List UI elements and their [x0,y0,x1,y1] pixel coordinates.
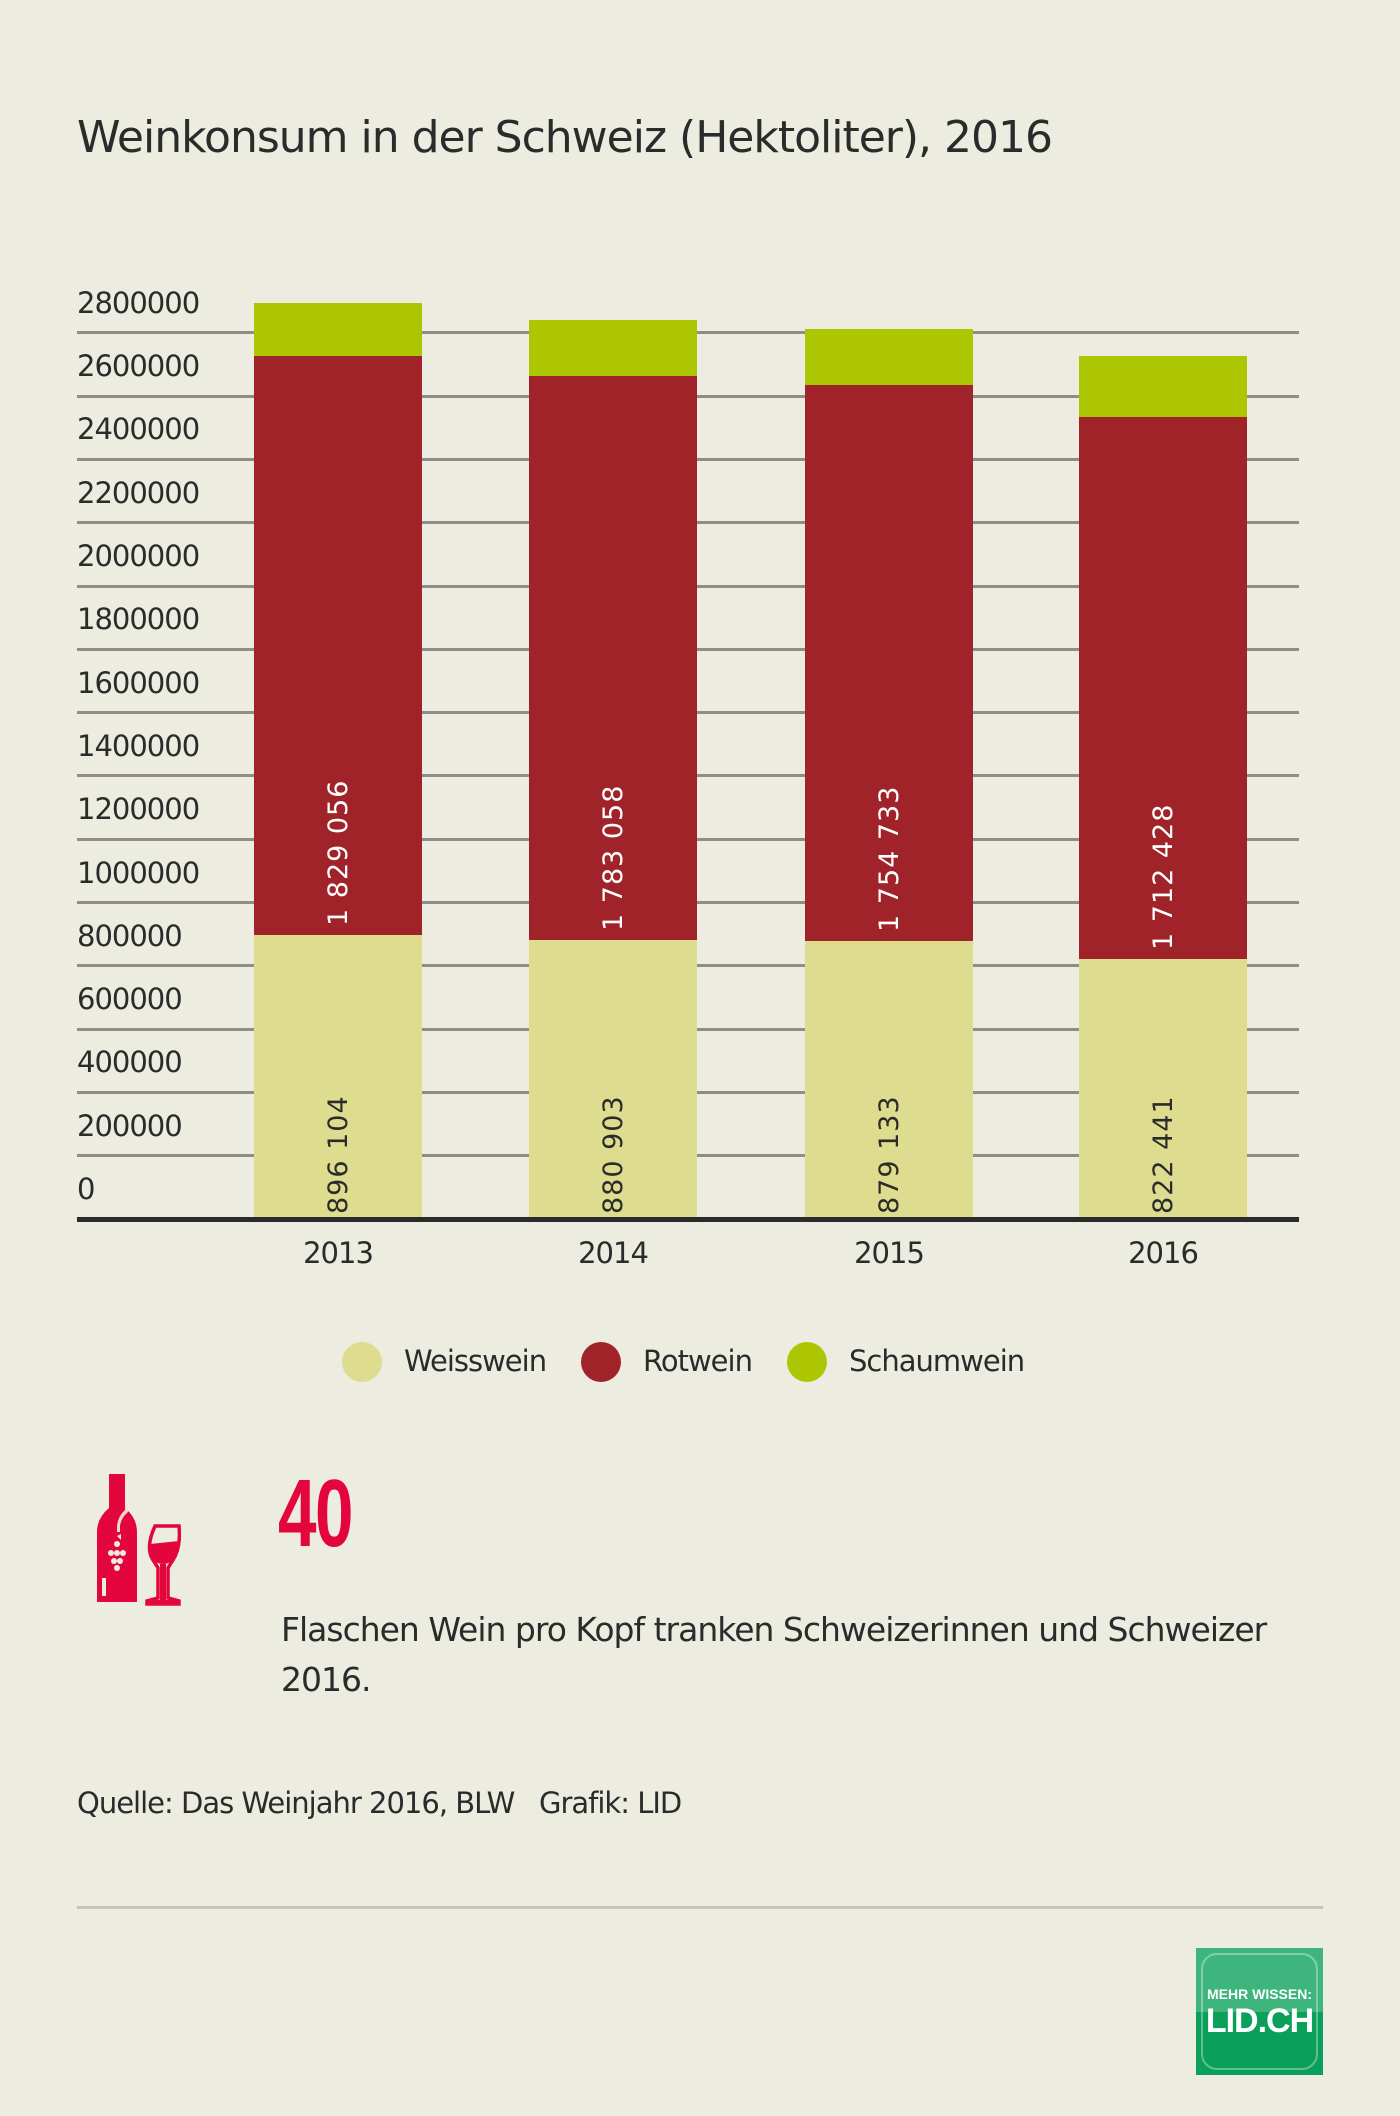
bar-rotwein-2016 [1079,416,1247,959]
value-label-rotwein: 1 783 058 [598,784,629,932]
bar-weisswein-2013 [254,935,422,1219]
value-label-rotwein: 1 754 733 [874,785,905,932]
bar-weisswein-2016 [1079,958,1247,1219]
value-label-rotwein: 1 712 428 [1148,803,1179,950]
stat-number: 40 [278,1460,353,1567]
logo-gloss-highlight [1196,1948,1323,2012]
chart-title: Weinkonsum in der Schweiz (Hektoliter), … [77,112,1053,163]
y-tick-label: 1400000 [77,728,200,763]
bar-rotwein-2015 [805,385,973,941]
bar-schaumwein-2014 [529,319,697,376]
y-tick-label: 2200000 [77,475,200,510]
legend-label: Schaumwein [849,1344,1025,1378]
y-tick-label: 400000 [77,1045,183,1080]
logo-wordmark: LID.CH [1205,2002,1314,2040]
source-credit: Quelle: Das Weinjahr 2016, BLW Grafik: L… [77,1786,682,1820]
x-tick-label: 2014 [578,1236,649,1270]
y-tick-label: 2800000 [77,285,200,320]
logo-inner-border [1201,1953,1318,2070]
bar-rotwein-2014 [529,375,697,941]
bar-weisswein-2015 [805,940,973,1219]
value-label-rotwein: 1 829 056 [323,779,354,927]
y-tick-label: 2400000 [77,412,200,447]
x-tick-label: 2013 [303,1236,374,1270]
legend-label: Rotwein [643,1344,753,1378]
y-tick-label: 1800000 [77,602,200,637]
y-tick-label: 1200000 [77,792,200,827]
bar-schaumwein-2015 [805,329,973,386]
y-tick-label: 800000 [77,918,183,953]
legend-dot-schaumwein [787,1342,827,1382]
value-label-weisswein: 879 133 [874,1095,905,1214]
legend-dot-rotwein [581,1342,621,1382]
footer-divider [77,1906,1323,1909]
bar-rotwein-2013 [254,356,422,936]
y-tick-label: 2000000 [77,539,200,573]
lid-logo[interactable]: MEHR WISSEN: LID.CH [1196,1948,1323,2075]
bar-schaumwein-2013 [254,302,422,357]
y-tick-label: 200000 [77,1108,183,1143]
y-tick-label: 2600000 [77,349,200,384]
value-label-weisswein: 822 441 [1148,1095,1179,1214]
wine-bottle-and-glass-icon [97,1474,182,1606]
y-tick-label: 0 [77,1172,95,1206]
bar-weisswein-2014 [529,940,697,1219]
bar-schaumwein-2016 [1079,355,1247,417]
x-axis-baseline [77,1217,1299,1222]
legend-label: Weisswein [404,1344,547,1378]
logo-tagline: MEHR WISSEN: [1207,1986,1312,2002]
y-tick-label: 1000000 [77,855,200,890]
stacked-bar-chart: 0 200000 400000 600000 800000 1000000 1200000 1… [77,285,1299,1270]
stat-description: Flaschen Wein pro Kopf tranken Schweizer… [281,1610,1267,1699]
y-tick-label: 1600000 [77,665,200,700]
y-tick-label: 600000 [77,982,183,1017]
legend-dot-weisswein [342,1342,382,1382]
value-label-weisswein: 880 903 [598,1095,629,1214]
x-tick-label: 2015 [854,1236,925,1270]
x-tick-label: 2016 [1128,1236,1199,1270]
value-label-weisswein: 896 104 [323,1095,354,1214]
